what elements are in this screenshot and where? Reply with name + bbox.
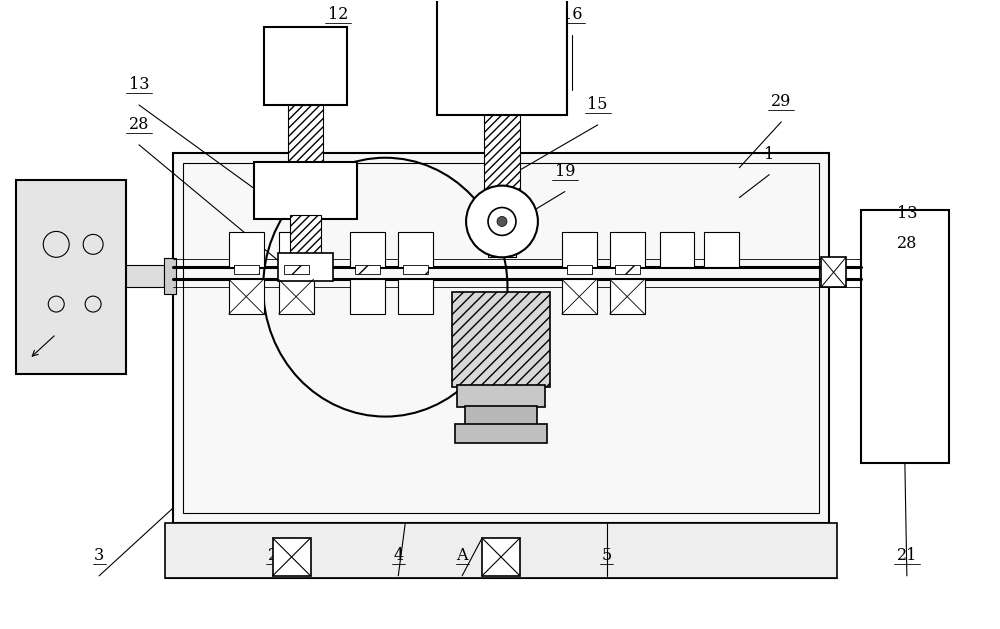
Bar: [615, 265, 640, 274]
Text: 4: 4: [393, 547, 403, 564]
Bar: [165, 523, 837, 578]
Bar: [264, 27, 347, 105]
Text: 3: 3: [94, 547, 104, 564]
Bar: [398, 279, 433, 314]
Bar: [437, 0, 567, 115]
Bar: [288, 105, 323, 162]
Bar: [562, 279, 597, 314]
Text: 19: 19: [555, 163, 575, 180]
Text: 29: 29: [771, 93, 791, 110]
Bar: [452, 292, 550, 387]
Text: 21: 21: [897, 547, 917, 564]
Text: 28: 28: [897, 235, 917, 252]
Bar: [488, 213, 516, 257]
Circle shape: [497, 216, 507, 226]
Bar: [229, 279, 264, 314]
Bar: [164, 259, 176, 294]
Bar: [355, 265, 380, 274]
Bar: [284, 265, 309, 274]
Text: A: A: [456, 547, 468, 564]
Bar: [457, 385, 545, 406]
Bar: [861, 209, 949, 464]
Bar: [173, 153, 829, 523]
Bar: [183, 163, 819, 513]
Text: 1: 1: [764, 146, 774, 163]
Bar: [660, 232, 694, 267]
Text: 2: 2: [268, 547, 278, 564]
Bar: [234, 265, 259, 274]
Circle shape: [488, 208, 516, 235]
Bar: [290, 216, 321, 257]
Bar: [278, 253, 333, 281]
Bar: [279, 279, 314, 314]
Bar: [229, 232, 264, 267]
Bar: [610, 232, 645, 267]
Bar: [403, 265, 428, 274]
Bar: [704, 232, 739, 267]
Text: 13: 13: [129, 76, 149, 93]
Bar: [482, 538, 520, 576]
Bar: [484, 115, 520, 214]
Bar: [610, 279, 645, 314]
Text: 15: 15: [587, 96, 608, 113]
Bar: [16, 180, 126, 374]
Bar: [126, 265, 164, 287]
Bar: [398, 232, 433, 267]
Bar: [279, 232, 314, 267]
Text: 28: 28: [129, 116, 149, 133]
Text: 12: 12: [328, 6, 349, 23]
Bar: [254, 162, 357, 220]
Text: 6: 6: [490, 547, 500, 564]
Bar: [273, 538, 311, 576]
Circle shape: [466, 186, 538, 257]
Bar: [562, 232, 597, 267]
Text: 16: 16: [562, 6, 582, 23]
Bar: [567, 265, 592, 274]
Text: 11: 11: [452, 6, 472, 23]
Bar: [350, 232, 385, 267]
Text: 13: 13: [897, 206, 917, 223]
Text: 5: 5: [602, 547, 612, 564]
Bar: [455, 423, 547, 443]
Bar: [350, 279, 385, 314]
Bar: [821, 257, 846, 287]
Bar: [465, 406, 537, 426]
